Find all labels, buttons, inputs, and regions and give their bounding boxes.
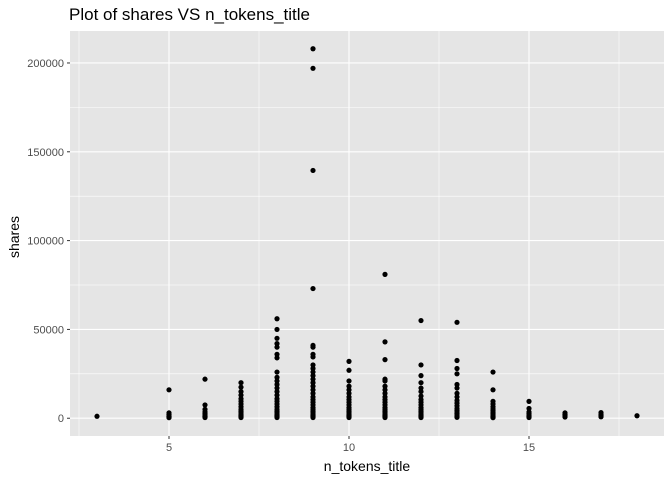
y-tick-label: 50000	[33, 324, 64, 336]
y-tick-label: 150000	[27, 147, 64, 159]
data-point	[310, 344, 316, 350]
x-axis-title: n_tokens_title	[324, 458, 411, 474]
x-tick-label: 15	[523, 442, 535, 454]
data-point	[202, 376, 208, 382]
data-point	[562, 414, 568, 420]
data-point	[418, 317, 424, 324]
data-point	[310, 390, 316, 396]
data-point	[454, 365, 460, 372]
data-point	[418, 380, 424, 386]
data-point	[382, 271, 388, 277]
data-point	[418, 414, 424, 421]
data-point	[310, 365, 316, 372]
data-points	[94, 46, 640, 421]
y-tick-label: 0	[58, 413, 64, 425]
data-point	[454, 319, 460, 325]
data-point	[310, 362, 316, 368]
data-point	[382, 378, 388, 384]
data-point	[382, 390, 388, 396]
data-point	[310, 380, 316, 386]
data-point	[310, 65, 316, 71]
data-point	[634, 413, 640, 419]
y-tick-label: 100000	[27, 236, 64, 248]
data-point	[454, 414, 460, 420]
data-point	[526, 414, 532, 421]
data-point	[310, 46, 316, 52]
data-point	[490, 369, 496, 375]
data-point	[238, 392, 244, 398]
data-point	[238, 380, 244, 386]
data-point	[274, 381, 280, 388]
data-point	[346, 378, 352, 384]
data-point	[274, 385, 280, 391]
y-tick-label: 200000	[27, 58, 64, 70]
data-point	[274, 335, 280, 341]
data-point	[274, 378, 280, 384]
data-point	[238, 414, 244, 421]
data-point	[526, 405, 532, 412]
data-point	[274, 374, 280, 380]
data-point	[418, 373, 424, 379]
data-point	[382, 357, 388, 363]
data-point	[238, 384, 244, 390]
data-point	[346, 390, 352, 396]
data-point	[310, 414, 316, 421]
data-point	[346, 367, 352, 373]
data-point	[454, 371, 460, 377]
data-point	[418, 393, 424, 399]
data-point	[202, 414, 208, 421]
data-point	[346, 358, 352, 364]
plot-panel	[70, 31, 664, 436]
data-point	[310, 354, 316, 360]
data-point	[346, 383, 352, 389]
data-point	[310, 376, 316, 382]
data-point	[166, 387, 172, 393]
data-point	[454, 381, 460, 388]
data-point	[382, 387, 388, 393]
data-point	[382, 339, 388, 345]
data-point	[310, 387, 316, 393]
data-point	[310, 373, 316, 379]
data-point	[382, 414, 388, 421]
y-axis: 0 50000 100000 150000 200000	[27, 58, 70, 425]
data-point	[274, 414, 280, 421]
data-point	[310, 285, 316, 292]
data-point	[418, 385, 424, 391]
data-point	[454, 394, 460, 400]
x-tick-label: 5	[166, 442, 172, 454]
data-point	[346, 387, 352, 393]
data-point	[274, 392, 280, 398]
data-point	[490, 415, 496, 421]
chart-title: Plot of shares VS n_tokens_title	[69, 5, 310, 24]
data-point	[274, 369, 280, 375]
data-point	[598, 414, 604, 420]
data-point	[274, 388, 280, 395]
data-point	[166, 415, 172, 421]
x-tick-label: 10	[343, 442, 355, 454]
data-point	[490, 387, 496, 393]
data-point	[382, 383, 388, 389]
data-point	[346, 414, 352, 421]
data-point	[274, 316, 280, 322]
data-point	[238, 388, 244, 395]
data-point	[526, 398, 532, 404]
y-axis-title: shares	[6, 216, 22, 258]
data-point	[418, 388, 424, 395]
data-point	[274, 344, 280, 350]
data-point	[454, 390, 460, 396]
data-point	[274, 355, 280, 361]
data-point	[310, 369, 316, 375]
data-point	[274, 351, 280, 357]
data-point	[454, 385, 460, 391]
data-point	[310, 167, 316, 174]
data-point	[454, 357, 460, 364]
data-point	[310, 383, 316, 389]
data-point	[274, 341, 280, 347]
data-point	[274, 326, 280, 333]
data-point	[418, 362, 424, 368]
data-point	[202, 402, 208, 408]
data-point	[94, 413, 100, 419]
x-axis: 5 10 15	[166, 436, 535, 454]
